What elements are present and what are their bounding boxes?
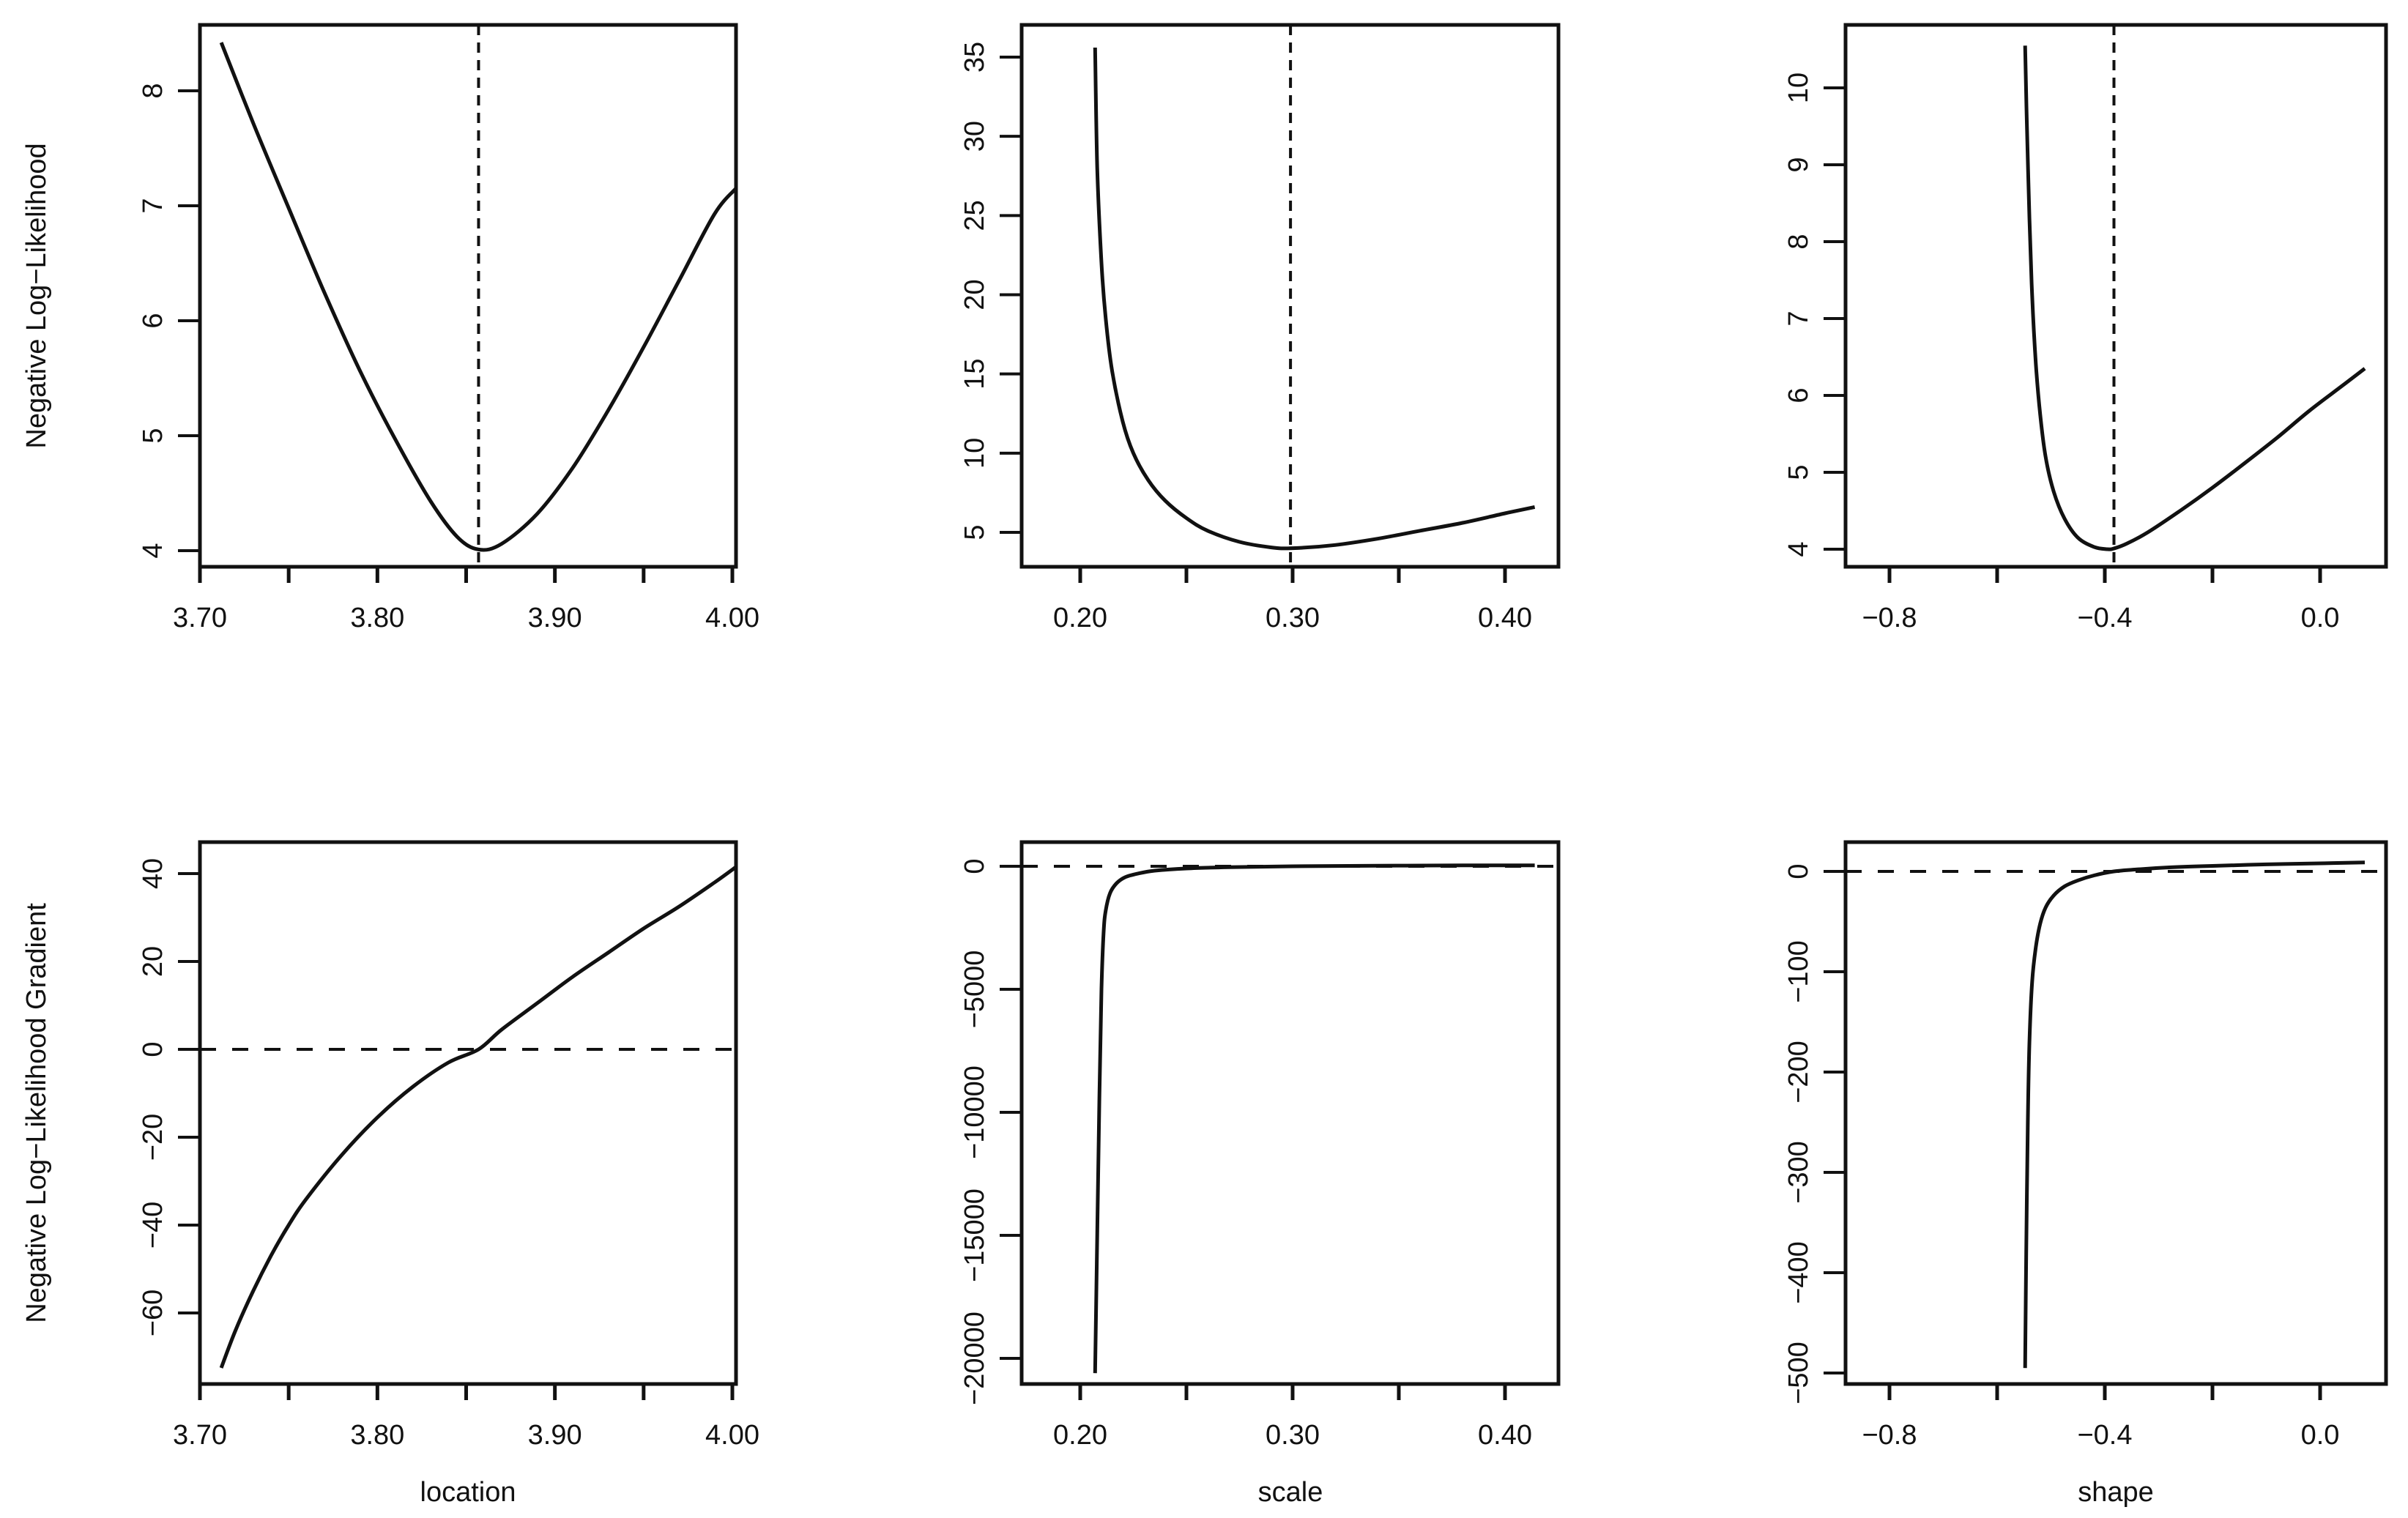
y-tick-label: 9: [1783, 157, 1814, 172]
panel-grad-shape: −0.8 −0.4 0.0 −500 −400 −300 −200 −100 0: [1783, 840, 2388, 1451]
x-axis: −0.8 −0.4 0.0: [1862, 567, 2339, 633]
y-tick-label: 4: [1783, 541, 1814, 557]
y-tick-label: 8: [1783, 234, 1814, 249]
y-tick-label: −40: [138, 1202, 168, 1249]
x-tick-label: 3.90: [528, 1420, 582, 1451]
y-tick-label: −20000: [959, 1311, 990, 1405]
ylabel-bottom-row: Negative Log−Likelihood Gradient: [21, 903, 52, 1323]
x-tick-label: −0.8: [1862, 603, 1917, 633]
x-tick-label: 0.0: [2301, 603, 2340, 633]
x-tick-label: 3.70: [173, 1420, 227, 1451]
y-tick-label: 25: [959, 200, 990, 231]
y-tick-label: 20: [959, 279, 990, 310]
y-tick-label: 0: [959, 858, 990, 874]
y-tick-label: −15000: [959, 1188, 990, 1282]
y-tick-label: −400: [1783, 1241, 1814, 1304]
x-tick-label: −0.4: [2077, 603, 2132, 633]
plot-frame: [1843, 840, 2388, 1386]
xlabel-location: location: [420, 1477, 516, 1508]
y-tick-label: 15: [959, 359, 990, 390]
x-tick-label: 3.90: [528, 603, 582, 633]
y-tick-label: −5000: [959, 950, 990, 1029]
data-curve: [219, 865, 737, 1369]
x-axis: 3.70 3.80 3.90 4.00: [173, 567, 759, 633]
y-tick-label: 5: [138, 428, 168, 443]
data-curve: [1093, 47, 1536, 551]
y-tick-label: 5: [1783, 464, 1814, 480]
y-tick-label: 35: [959, 42, 990, 72]
y-tick-label: 40: [138, 858, 168, 889]
plot-frame: [1843, 23, 2388, 569]
data-curve: [2023, 45, 2366, 551]
data-curve: [219, 42, 737, 552]
x-tick-label: 0.40: [1478, 603, 1532, 633]
x-tick-label: 0.40: [1478, 1420, 1532, 1451]
panel-nll-location: 3.70 3.80 3.90 4.00 4 5 6 7 8: [138, 23, 759, 633]
y-tick-label: −60: [138, 1290, 168, 1336]
y-tick-label: 0: [1783, 863, 1814, 879]
y-tick-label: 30: [959, 121, 990, 152]
y-tick-label: 0: [138, 1041, 168, 1057]
y-tick-label: −100: [1783, 940, 1814, 1003]
x-tick-label: 3.80: [350, 1420, 404, 1451]
y-tick-label: 6: [138, 313, 168, 328]
y-tick-label: 10: [959, 438, 990, 469]
y-tick-label: 5: [959, 524, 990, 540]
y-tick-label: 8: [138, 83, 168, 98]
panel-nll-scale: 0.20 0.30 0.40 5 10 15 20 25 30 35: [959, 23, 1561, 633]
y-tick-label: 10: [1783, 72, 1814, 103]
x-tick-label: −0.8: [1862, 1420, 1917, 1451]
y-axis: −20000 −15000 −10000 −5000 0: [959, 858, 1022, 1405]
data-curve: [1093, 863, 1535, 1374]
data-curve: [2023, 860, 2366, 1369]
y-axis: 5 10 15 20 25 30 35: [959, 42, 1022, 540]
x-tick-label: 0.20: [1053, 1420, 1107, 1451]
y-axis: 4 5 6 7 8 9 10: [1783, 72, 1846, 557]
x-axis: −0.8 −0.4 0.0: [1862, 1384, 2339, 1451]
y-tick-label: 7: [138, 198, 168, 213]
y-axis: 4 5 6 7 8: [138, 83, 200, 559]
xlabel-scale: scale: [1258, 1477, 1323, 1508]
y-axis: −60 −40 −20 0 20 40: [138, 858, 200, 1336]
x-tick-label: 4.00: [705, 1420, 759, 1451]
x-axis: 0.20 0.30 0.40: [1053, 1384, 1532, 1451]
xlabel-shape: shape: [2078, 1477, 2154, 1508]
y-tick-label: 6: [1783, 387, 1814, 403]
y-tick-label: −20: [138, 1114, 168, 1161]
panel-grad-location: 3.70 3.80 3.90 4.00 −60 −40 −20 0 20 40: [138, 840, 759, 1451]
y-tick-label: 4: [138, 543, 168, 558]
panel-nll-shape: −0.8 −0.4 0.0 4 5 6 7 8 9 10: [1783, 23, 2388, 633]
x-tick-label: 3.80: [350, 603, 404, 633]
y-tick-label: 7: [1783, 310, 1814, 326]
y-tick-label: −10000: [959, 1065, 990, 1159]
x-axis: 0.20 0.30 0.40: [1053, 567, 1532, 633]
y-tick-label: −500: [1783, 1342, 1814, 1404]
x-tick-label: 3.70: [173, 603, 227, 633]
x-tick-label: −0.4: [2077, 1420, 2132, 1451]
panel-grad-scale: 0.20 0.30 0.40 −20000 −15000 −10000 −5000 0: [959, 840, 1561, 1451]
y-axis: −500 −400 −300 −200 −100 0: [1783, 863, 1846, 1404]
x-tick-label: 4.00: [705, 603, 759, 633]
x-axis: 3.70 3.80 3.90 4.00: [173, 1384, 759, 1451]
x-tick-label: 0.30: [1266, 603, 1320, 633]
y-tick-label: −200: [1783, 1041, 1814, 1104]
ylabel-top-row: Negative Log−Likelihood: [21, 143, 52, 448]
x-tick-label: 0.0: [2301, 1420, 2340, 1451]
y-tick-label: 20: [138, 946, 168, 977]
x-tick-label: 0.30: [1266, 1420, 1320, 1451]
y-tick-label: −300: [1783, 1141, 1814, 1204]
x-tick-label: 0.20: [1053, 603, 1107, 633]
